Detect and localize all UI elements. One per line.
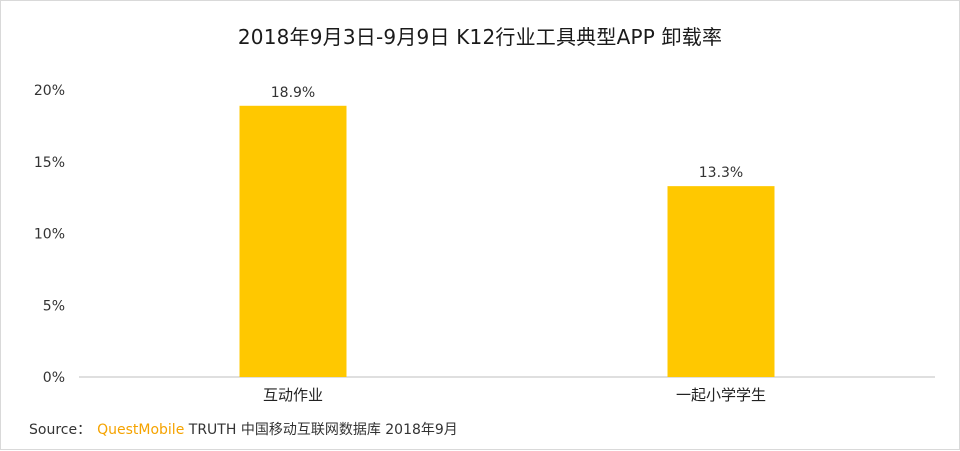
source-brand: QuestMobile bbox=[97, 422, 185, 438]
y-tick-label: 5% bbox=[43, 298, 65, 314]
y-tick-label: 15% bbox=[34, 155, 65, 171]
y-tick-label: 10% bbox=[34, 227, 65, 243]
y-tick-label: 20% bbox=[34, 83, 65, 99]
source-note: Source： QuestMobile TRUTH 中国移动互联网数据库 2018… bbox=[29, 419, 458, 439]
source-prefix: Source： bbox=[29, 422, 92, 438]
x-category-label: 一起小学学生 bbox=[676, 386, 766, 404]
bars-group: 18.9% 互动作业 13.3% 一起小学学生 bbox=[239, 85, 775, 404]
bar-value-label: 18.9% bbox=[271, 85, 315, 101]
y-axis-ticks: 0% 5% 10% 15% 20% bbox=[34, 83, 65, 386]
y-tick-label: 0% bbox=[43, 370, 65, 386]
chart-title: 2018年9月3日-9月9日 K12行业工具典型APP 卸载率 bbox=[237, 25, 723, 49]
x-category-label: 互动作业 bbox=[263, 386, 323, 404]
source-rest: TRUTH 中国移动互联网数据库 2018年9月 bbox=[188, 422, 458, 438]
bar-value-label: 13.3% bbox=[699, 165, 743, 181]
bar bbox=[667, 186, 775, 377]
bar bbox=[239, 105, 347, 377]
